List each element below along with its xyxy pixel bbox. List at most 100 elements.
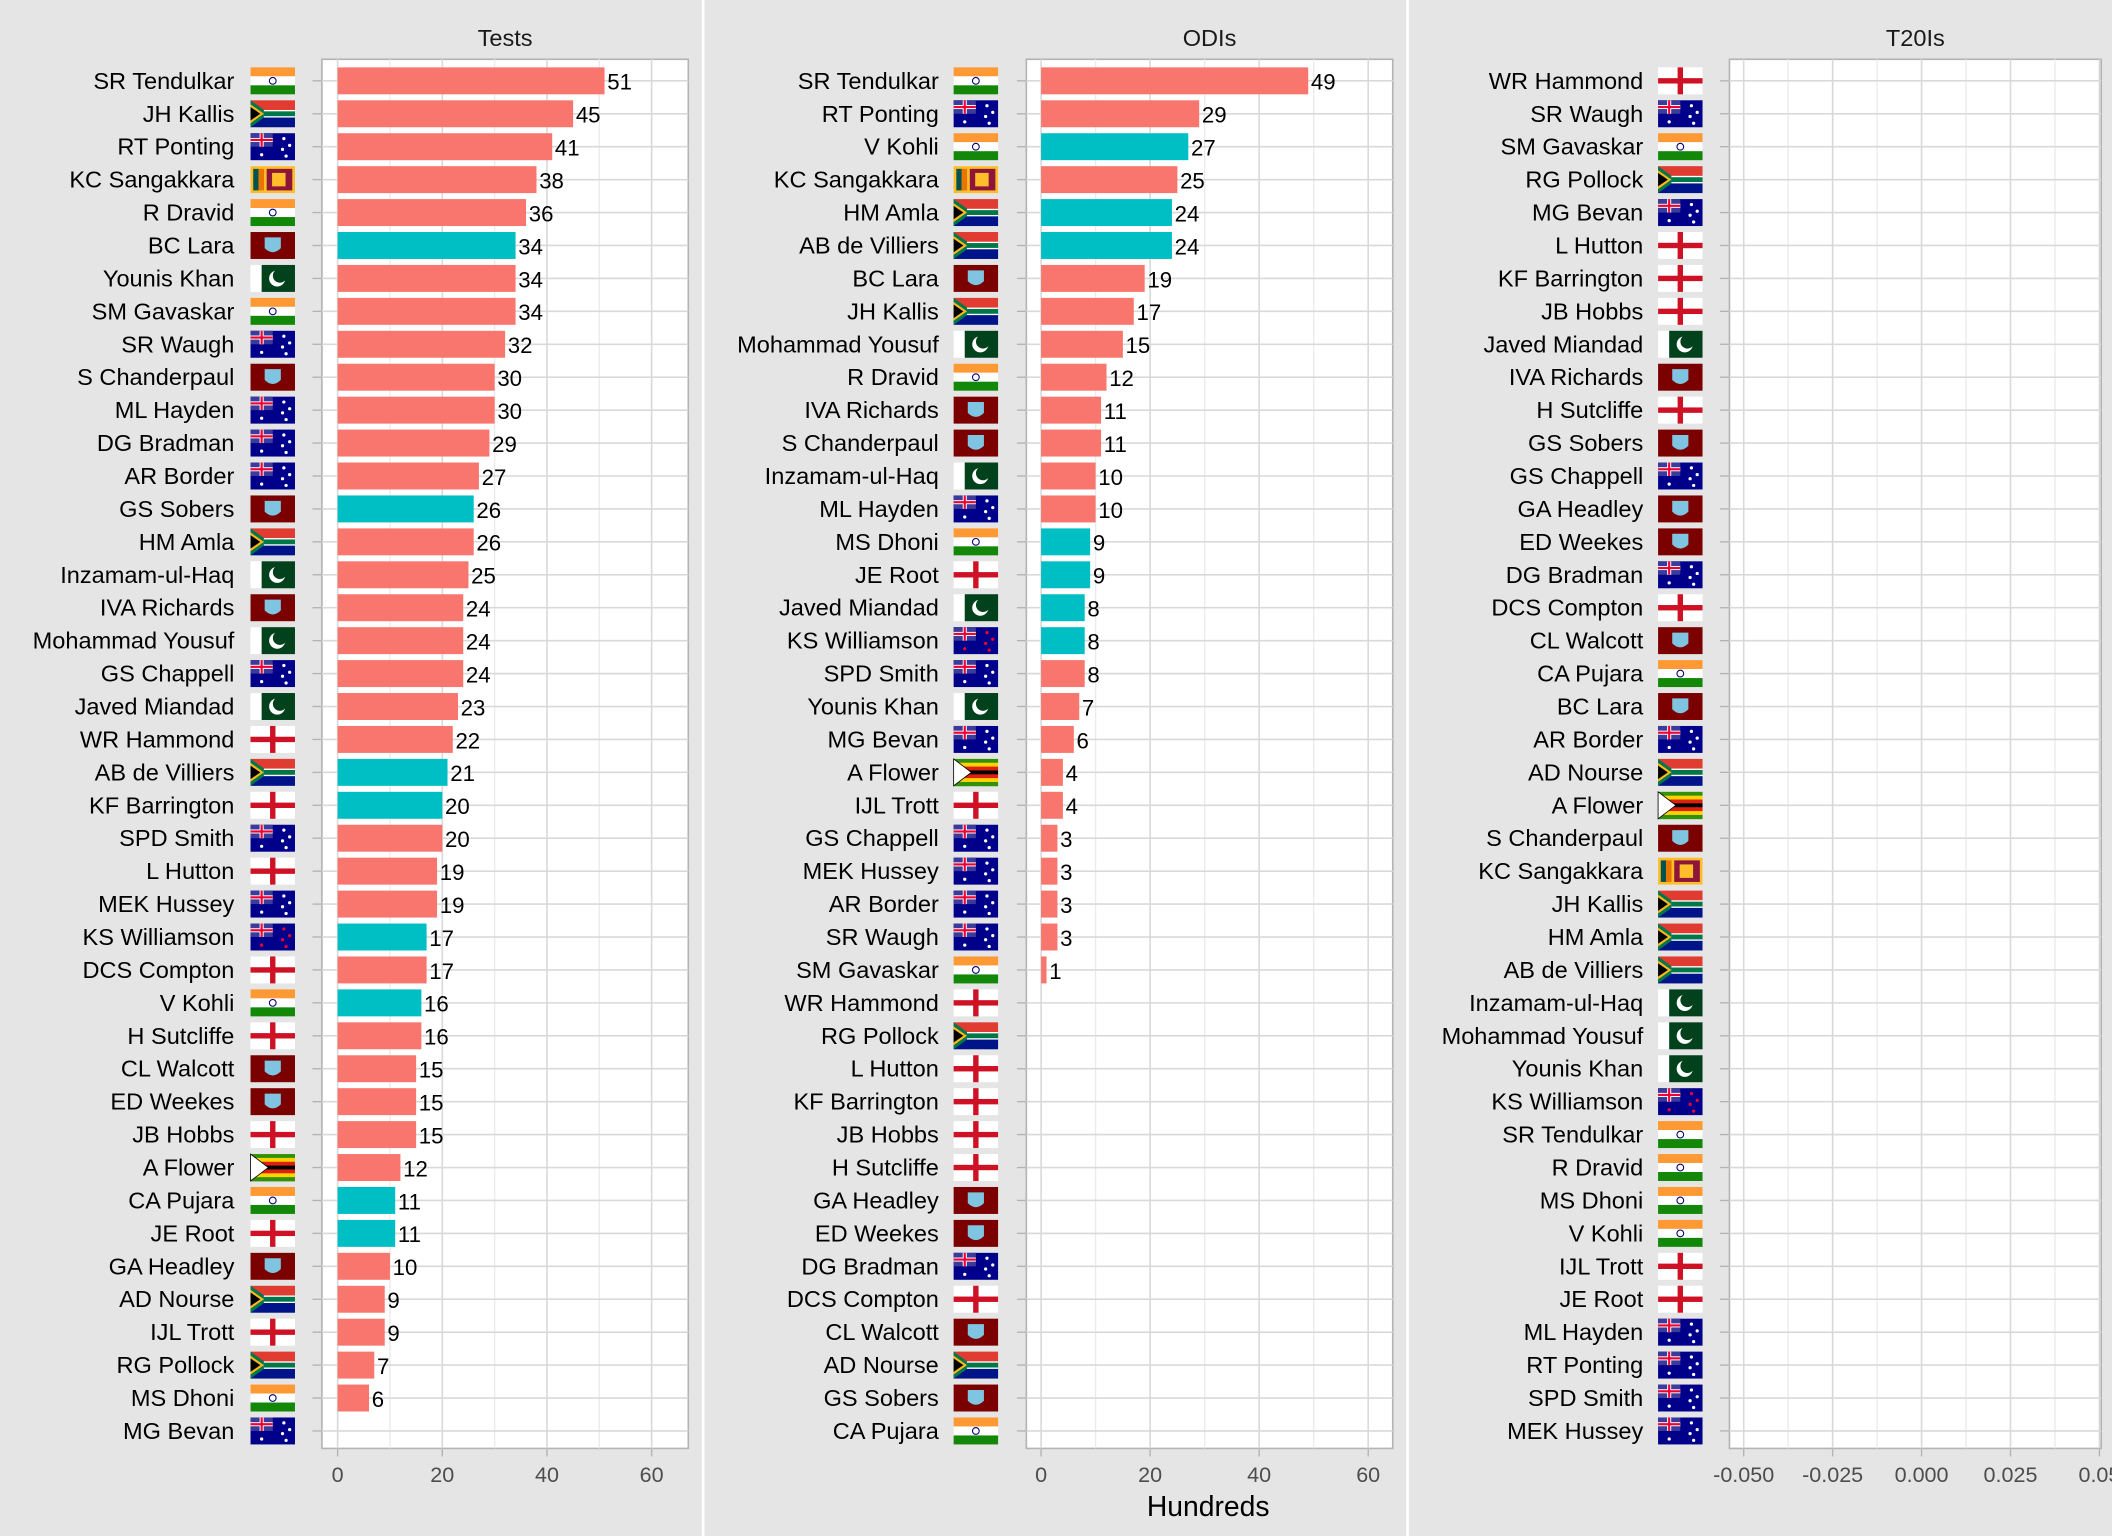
chakra xyxy=(971,966,980,974)
player-label: Inzamam-ul-Haq xyxy=(60,562,234,588)
flag-eng-icon xyxy=(953,1154,999,1181)
bar-value-label: 27 xyxy=(482,465,507,490)
player-label: GS Chappell xyxy=(805,825,939,851)
player-label: GS Sobers xyxy=(1528,430,1643,456)
player-label: MEK Hussey xyxy=(1507,1418,1643,1444)
shield xyxy=(264,1060,281,1076)
flag-part xyxy=(1666,860,1672,882)
bar-value-label: 12 xyxy=(1109,366,1134,391)
player-label: AD Nourse xyxy=(119,1286,234,1312)
bar-value-label: 51 xyxy=(607,70,632,95)
bar xyxy=(1041,133,1189,161)
flag-part xyxy=(1658,1186,1703,1196)
flag-part xyxy=(1658,1163,1703,1173)
player-label: RT Ponting xyxy=(1526,1352,1643,1378)
player-label: KC Sangakkara xyxy=(774,167,940,193)
flag-aus-icon xyxy=(250,1417,295,1445)
player-label: JE Root xyxy=(855,562,939,588)
bar-value-label: 19 xyxy=(440,893,465,918)
player-label: ED Weekes xyxy=(1519,529,1643,555)
player-label: DG Bradman xyxy=(1506,562,1643,588)
crescent xyxy=(975,466,990,481)
x-tick-label: 0.025 xyxy=(1984,1462,2038,1487)
star xyxy=(984,839,988,843)
flag-part xyxy=(260,462,263,476)
bar xyxy=(337,890,438,918)
flag-part xyxy=(953,1098,999,1105)
flag-part xyxy=(1658,1263,1703,1270)
shield xyxy=(264,1258,281,1274)
flag-part xyxy=(1658,172,1668,187)
flag-aus-icon xyxy=(250,133,295,161)
flag-part xyxy=(260,660,263,674)
flag-aus-icon xyxy=(1658,100,1703,128)
flag-part xyxy=(250,1230,295,1237)
chakra xyxy=(1676,1163,1685,1172)
player-label: KF Barrington xyxy=(1498,265,1643,291)
flag-part xyxy=(258,168,264,191)
shield xyxy=(967,1389,984,1405)
bar xyxy=(1041,264,1145,292)
bar-value-label: 45 xyxy=(576,103,601,128)
bar-value-label: 21 xyxy=(450,761,475,786)
bar xyxy=(337,1252,390,1280)
star xyxy=(1692,121,1696,125)
player-label: A Flower xyxy=(143,1155,235,1181)
flag-part xyxy=(953,142,999,152)
x-tick-label: 0 xyxy=(1035,1462,1047,1487)
flag-part xyxy=(953,1131,999,1138)
bar-value-label: 29 xyxy=(1202,103,1227,128)
player-label: MEK Hussey xyxy=(803,858,939,884)
flag-sa-icon xyxy=(250,1285,295,1313)
shield xyxy=(264,1093,281,1109)
flag-part xyxy=(961,168,968,191)
flag-wi-icon xyxy=(1658,495,1703,523)
x-axis-label: Hundreds xyxy=(1147,1490,1270,1522)
star xyxy=(985,663,989,668)
player-label: L Hutton xyxy=(1555,232,1643,258)
bar xyxy=(337,791,443,819)
star xyxy=(282,828,286,832)
chakra xyxy=(971,537,980,546)
player-label: GS Chappell xyxy=(101,661,235,687)
flag-sa-icon xyxy=(953,232,999,259)
bar-value-label: 4 xyxy=(1066,794,1078,819)
flag-eng-icon xyxy=(250,791,295,819)
star xyxy=(280,444,285,448)
flag-ind-icon xyxy=(1658,1219,1703,1247)
player-label: IVA Richards xyxy=(1509,364,1643,390)
bar xyxy=(337,133,553,161)
flag-part xyxy=(953,363,999,373)
flag-sa-icon xyxy=(1658,923,1703,951)
star xyxy=(1692,1438,1696,1443)
flag-aus-icon xyxy=(1658,725,1703,753)
star xyxy=(1692,220,1696,224)
bar xyxy=(337,1022,422,1050)
player-label: Inzamam-ul-Haq xyxy=(765,463,939,489)
flag-part xyxy=(966,1033,999,1039)
bar-value-label: 17 xyxy=(1136,300,1161,325)
flag-ind-icon xyxy=(953,956,999,984)
player-label: DCS Compton xyxy=(1491,595,1643,621)
flag-wi-icon xyxy=(953,1318,999,1346)
bar xyxy=(1041,824,1058,852)
star xyxy=(282,663,286,668)
bar-value-label: 10 xyxy=(1098,465,1123,490)
flag-part xyxy=(250,1195,295,1205)
bar xyxy=(337,67,605,95)
flag-part xyxy=(250,989,295,999)
flag-part xyxy=(1658,1296,1703,1302)
flag-part xyxy=(953,537,999,547)
player-label: R Dravid xyxy=(1552,1155,1644,1181)
bar-value-label: 12 xyxy=(403,1156,428,1181)
bar-value-label: 24 xyxy=(1175,234,1200,259)
flag-eng-icon xyxy=(953,989,999,1017)
flag-wi-icon xyxy=(1658,693,1703,720)
player-label: BC Lara xyxy=(148,232,235,258)
flag-part xyxy=(953,758,999,764)
flag-eng-icon xyxy=(250,1219,295,1247)
bar-value-label: 3 xyxy=(1060,926,1072,951)
bar xyxy=(337,989,422,1017)
player-label: CL Walcott xyxy=(121,1056,235,1082)
star xyxy=(1692,1339,1696,1344)
